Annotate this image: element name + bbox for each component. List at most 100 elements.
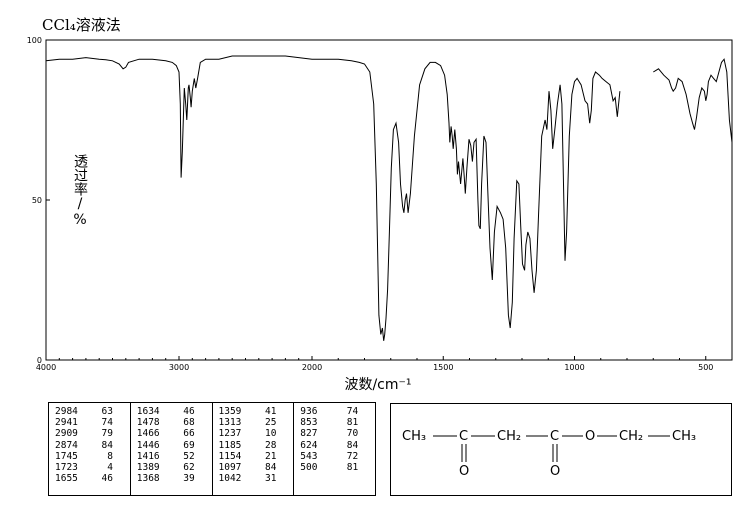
peak-transmittance: 79 <box>101 428 113 440</box>
peak-table-row: 1097 84 <box>219 462 294 473</box>
peak-table-column: 2984 63 2941 74 2909 79 2874 84 1745 8 1723 4 1655 46 <box>49 403 131 495</box>
peak-transmittance: 66 <box>183 428 195 440</box>
peak-transmittance: 69 <box>183 439 195 451</box>
peak-wavenumber: 827 <box>300 428 318 440</box>
peak-transmittance: 84 <box>346 439 359 451</box>
peak-table-row: 543 72 <box>300 451 375 462</box>
peak-wavenumber: 2909 <box>55 428 78 440</box>
peak-transmittance: 46 <box>101 473 113 485</box>
peak-table-row: 1745 8 <box>55 451 130 462</box>
ir-spectrum-chart: CCl₄溶液法 0 50 100 4000 3000 2000 1500 1000 500 透… <box>14 16 733 393</box>
peak-transmittance: 72 <box>346 450 359 462</box>
atom-carbonyl-o2: O <box>550 464 560 479</box>
peak-wavenumber: 1745 <box>55 450 78 462</box>
peak-transmittance: 28 <box>265 439 277 451</box>
peak-table-row: 1359 41 <box>219 406 294 417</box>
peak-transmittance: 46 <box>183 406 195 417</box>
x-tick-label: 500 <box>698 363 713 372</box>
peak-table-row: 2874 84 <box>55 440 130 451</box>
peak-table-row: 1723 4 <box>55 462 130 473</box>
atom-ch3-right: CH₃ <box>672 429 696 444</box>
peak-table-row: 2984 63 <box>55 406 130 417</box>
peak-transmittance: 74 <box>346 406 359 417</box>
peak-table-column: 1634 46 1478 68 1466 66 1446 69 1416 52 1389 62 1368… <box>131 403 213 495</box>
x-axis-label: 波数/cm⁻¹ <box>344 377 411 393</box>
peak-wavenumber: 1154 <box>218 450 242 462</box>
peak-table-row: 1389 62 <box>137 462 212 473</box>
peak-wavenumber: 2874 <box>55 439 78 451</box>
peak-transmittance: 81 <box>346 462 359 474</box>
peak-wavenumber: 936 <box>300 406 318 417</box>
peak-table-row: 1446 69 <box>137 440 212 451</box>
peak-table-row: 1634 46 <box>137 406 212 417</box>
peak-transmittance: 68 <box>183 417 195 429</box>
peak-transmittance: 31 <box>265 473 277 485</box>
x-axis-ticks: 4000 3000 2000 1500 1000 500 <box>36 356 713 372</box>
atom-carbonyl-c2: C <box>550 429 559 444</box>
y-axis-label: 透过率/% <box>14 154 88 224</box>
peak-table-row: 853 81 <box>300 417 375 428</box>
peak-table-row: 1313 25 <box>219 417 294 428</box>
peak-transmittance: 39 <box>183 473 195 485</box>
y-tick-label: 0 <box>37 356 42 365</box>
peak-wavenumber: 1655 <box>55 473 78 485</box>
peak-table-row: 1478 68 <box>137 417 212 428</box>
peak-transmittance: 10 <box>265 428 277 440</box>
peak-transmittance: 84 <box>265 462 277 474</box>
structure-formula: CH₃ C CH₂ C O CH₂ CH₃ O O <box>402 429 696 479</box>
peak-table-row: 500 81 <box>300 462 375 473</box>
atom-carbonyl-c1: C <box>459 429 468 444</box>
y-axis-ticks: 0 50 100 <box>27 36 50 365</box>
y-axis-label-text: 透过率/% <box>14 154 88 224</box>
spectrum-line-segment <box>45 55 621 341</box>
spectrum-line-segment <box>653 58 733 143</box>
peak-table-row: 1416 52 <box>137 451 212 462</box>
peak-wavenumber: 2941 <box>55 417 78 429</box>
peak-table-row: 936 74 <box>300 406 375 417</box>
x-tick-label: 3000 <box>169 363 189 372</box>
x-tick-label: 1000 <box>564 363 584 372</box>
peak-table-row: 2909 79 <box>55 428 130 439</box>
peak-table-row: 1237 10 <box>219 428 294 439</box>
peak-table-row: 2941 74 <box>55 417 130 428</box>
structure-box: CH₃ C CH₂ C O CH₂ CH₃ O O <box>390 403 732 496</box>
atom-carbonyl-o1: O <box>459 464 469 479</box>
peak-table: 2984 63 2941 74 2909 79 2874 84 1745 8 1723 4 1655 46… <box>48 402 376 496</box>
plot-frame <box>45 39 733 361</box>
peak-table-row: 1655 46 <box>55 473 130 484</box>
peak-wavenumber: 1723 <box>55 462 78 474</box>
peak-wavenumber: 1446 <box>136 439 160 451</box>
chart-title: CCl₄溶液法 <box>42 16 121 34</box>
peak-wavenumber: 2984 <box>55 406 78 417</box>
peak-table-row: 624 84 <box>300 440 375 451</box>
atom-ch2-middle: CH₂ <box>497 429 521 444</box>
peak-table-row: 1466 66 <box>137 428 212 439</box>
peak-transmittance: 4 <box>107 462 113 474</box>
spectrum-series <box>45 55 733 341</box>
peak-wavenumber: 1634 <box>136 406 160 417</box>
peak-transmittance: 41 <box>265 406 277 417</box>
peak-transmittance: 62 <box>183 462 195 474</box>
peak-transmittance: 21 <box>265 450 277 462</box>
peak-transmittance: 74 <box>101 417 113 429</box>
peak-transmittance: 52 <box>183 450 195 462</box>
peak-transmittance: 81 <box>346 417 359 429</box>
peak-transmittance: 84 <box>101 439 113 451</box>
peak-wavenumber: 1359 <box>218 406 242 417</box>
peak-transmittance: 70 <box>346 428 359 440</box>
x-tick-label: 2000 <box>302 363 322 372</box>
peak-wavenumber: 853 <box>300 417 318 429</box>
peak-transmittance: 8 <box>107 450 113 462</box>
peak-wavenumber: 1389 <box>136 462 160 474</box>
atom-ester-o: O <box>585 429 595 444</box>
peak-wavenumber: 1466 <box>136 428 160 440</box>
atom-ch2-ethyl: CH₂ <box>619 429 643 444</box>
peak-wavenumber: 1368 <box>136 473 160 485</box>
y-tick-label: 50 <box>32 196 42 205</box>
peak-table-row: 1185 28 <box>219 440 294 451</box>
peak-transmittance: 63 <box>101 406 113 417</box>
peak-table-row: 1042 31 <box>219 473 294 484</box>
peak-table-row: 827 70 <box>300 428 375 439</box>
peak-wavenumber: 1416 <box>136 450 160 462</box>
peak-wavenumber: 624 <box>300 439 318 451</box>
